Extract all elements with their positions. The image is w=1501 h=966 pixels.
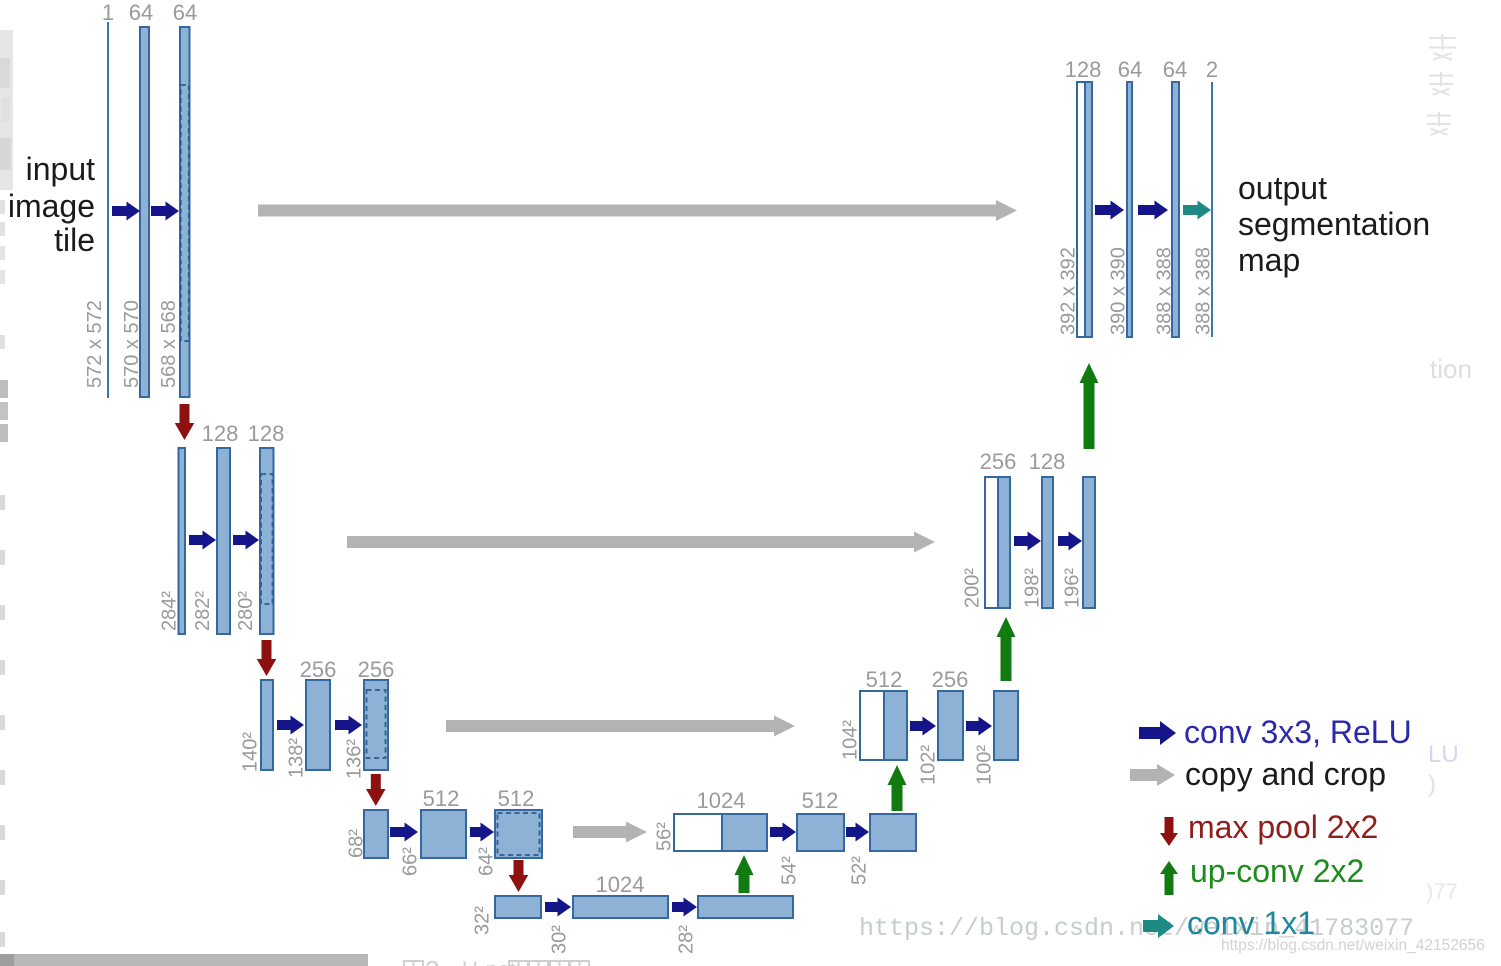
svg-text:256: 256 xyxy=(932,667,969,692)
svg-text:392 x 392: 392 x 392 xyxy=(1058,247,1080,335)
svg-text:output: output xyxy=(1238,170,1327,206)
svg-text:282²: 282² xyxy=(192,591,214,631)
svg-text:max pool 2x2: max pool 2x2 xyxy=(1188,809,1378,845)
svg-text:570 x 570: 570 x 570 xyxy=(121,300,143,388)
svg-text:30²: 30² xyxy=(549,925,571,954)
svg-text:256: 256 xyxy=(980,449,1017,474)
svg-text:136²: 136² xyxy=(344,739,366,779)
svg-text:104²: 104² xyxy=(840,720,862,760)
svg-text:https://blog.csdn.net/weixin_4: https://blog.csdn.net/weixin_41783077 xyxy=(859,914,1414,943)
svg-text:64²: 64² xyxy=(476,847,498,876)
svg-text:284²: 284² xyxy=(159,591,181,631)
svg-text:64: 64 xyxy=(1118,57,1142,82)
svg-text:https://blog.csdn.net/weixin_4: https://blog.csdn.net/weixin_42152656 xyxy=(1221,937,1485,954)
svg-text:512: 512 xyxy=(802,788,839,813)
svg-text:LU: LU xyxy=(1428,741,1459,768)
svg-text:128: 128 xyxy=(1065,57,1102,82)
svg-text:568 x 568: 568 x 568 xyxy=(158,300,180,388)
svg-text:segmentation: segmentation xyxy=(1238,206,1430,242)
svg-text:128: 128 xyxy=(1029,449,1066,474)
svg-text:512: 512 xyxy=(423,786,460,811)
svg-text:128: 128 xyxy=(248,421,285,446)
svg-text:100²: 100² xyxy=(974,745,996,785)
svg-text:tile: tile xyxy=(54,222,95,258)
svg-text:image: image xyxy=(8,188,95,224)
svg-text:196²: 196² xyxy=(1062,568,1084,608)
svg-text:tion: tion xyxy=(1430,354,1472,384)
svg-text:28²: 28² xyxy=(676,925,698,954)
svg-text:512: 512 xyxy=(866,667,903,692)
svg-text:64: 64 xyxy=(173,0,197,25)
svg-text:input: input xyxy=(26,151,96,187)
svg-text:388 x 388: 388 x 388 xyxy=(1154,247,1176,335)
svg-text:2: 2 xyxy=(425,955,439,966)
svg-text:): ) xyxy=(1428,771,1436,798)
svg-text:128: 128 xyxy=(202,421,239,446)
svg-text:conv 1x1: conv 1x1 xyxy=(1187,905,1315,941)
svg-text:64: 64 xyxy=(1163,57,1187,82)
svg-text:copy and crop: copy and crop xyxy=(1185,756,1386,792)
svg-text:conv 3x3, ReLU: conv 3x3, ReLU xyxy=(1184,714,1412,750)
svg-text:1: 1 xyxy=(102,0,114,25)
svg-text:390 x 390: 390 x 390 xyxy=(1108,247,1130,335)
svg-text:1024: 1024 xyxy=(697,788,746,813)
svg-text:198²: 198² xyxy=(1022,568,1044,608)
svg-text:138²: 138² xyxy=(286,738,308,778)
svg-text:102²: 102² xyxy=(918,745,940,785)
svg-text:68²: 68² xyxy=(346,829,368,858)
svg-text:256: 256 xyxy=(300,657,337,682)
svg-text:52²: 52² xyxy=(849,856,871,885)
svg-text:64: 64 xyxy=(129,0,153,25)
svg-text:280²: 280² xyxy=(235,591,257,631)
svg-text:up-conv 2x2: up-conv 2x2 xyxy=(1190,853,1364,889)
svg-text:388 x 388: 388 x 388 xyxy=(1193,247,1215,335)
svg-text:32²: 32² xyxy=(472,906,494,935)
svg-text:140²: 140² xyxy=(240,732,262,772)
svg-text:map: map xyxy=(1238,242,1300,278)
svg-text:256: 256 xyxy=(358,657,395,682)
svg-text:1024: 1024 xyxy=(596,872,645,897)
svg-text:2: 2 xyxy=(1206,57,1218,82)
svg-text:512: 512 xyxy=(498,786,535,811)
svg-text:66²: 66² xyxy=(400,847,422,876)
svg-text:572 x 572: 572 x 572 xyxy=(84,300,106,388)
svg-text:54²: 54² xyxy=(779,856,801,885)
svg-text:U-net: U-net xyxy=(462,957,516,966)
svg-text:200²: 200² xyxy=(962,568,984,608)
svg-text:)77: )77 xyxy=(1426,879,1458,904)
svg-text:56²: 56² xyxy=(654,822,676,851)
